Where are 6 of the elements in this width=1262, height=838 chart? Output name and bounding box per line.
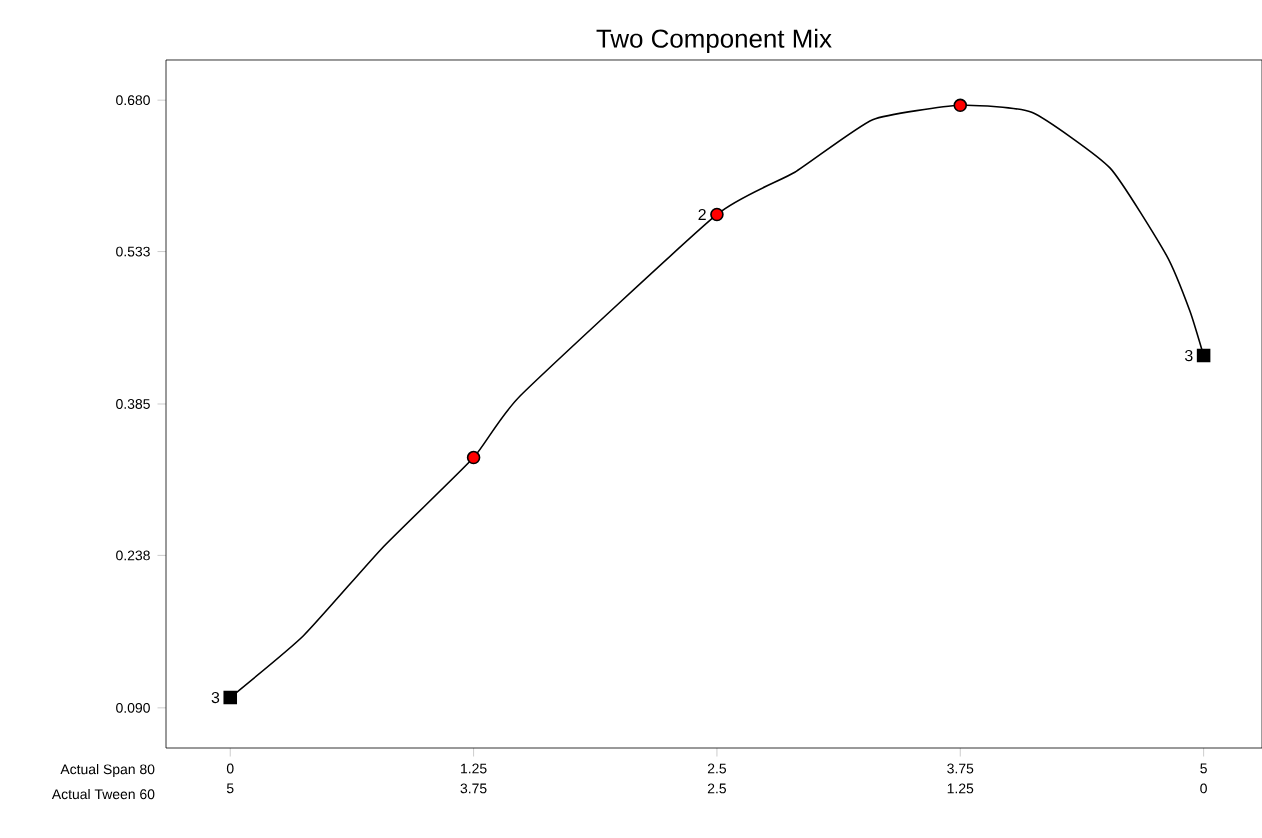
point xyxy=(710,207,724,222)
point xyxy=(223,690,238,705)
point xyxy=(466,450,481,465)
point xyxy=(953,98,968,113)
chart-title: Two Component Mix xyxy=(596,28,832,53)
point xyxy=(1196,348,1211,363)
